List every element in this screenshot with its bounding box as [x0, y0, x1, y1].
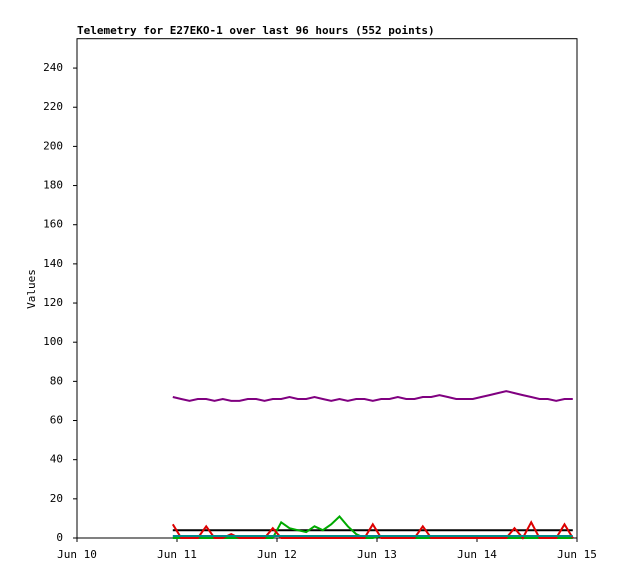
- x-tick-label: Jun 14: [457, 548, 497, 561]
- chart-title: Telemetry for E27EKO-1 over last 96 hour…: [77, 24, 435, 37]
- series-line: [171, 520, 574, 540]
- y-tick-label: 200: [43, 139, 63, 152]
- x-tick-label: Jun 13: [357, 548, 397, 561]
- y-tick-label: 20: [50, 492, 63, 505]
- y-tick-label: 60: [50, 414, 63, 427]
- x-tick-label: Jun 10: [57, 548, 97, 561]
- x-tick-label: Jun 15: [557, 548, 597, 561]
- y-tick-label: 240: [43, 61, 63, 74]
- y-tick-label: 100: [43, 335, 63, 348]
- y-tick-label: 180: [43, 179, 63, 192]
- x-tick-label: Jun 12: [257, 548, 297, 561]
- y-tick-label: 220: [43, 100, 63, 113]
- x-tick-label: Jun 11: [157, 548, 197, 561]
- y-tick-label: 0: [56, 531, 63, 544]
- plot-frame: [76, 38, 578, 539]
- y-tick-label: 80: [50, 374, 63, 387]
- y-tick-label: 120: [43, 296, 63, 309]
- y-tick-label: 140: [43, 257, 63, 270]
- y-tick-label: 160: [43, 218, 63, 231]
- y-tick-label: 40: [50, 453, 63, 466]
- series-line: [172, 390, 573, 402]
- y-axis-label: Values: [25, 269, 38, 309]
